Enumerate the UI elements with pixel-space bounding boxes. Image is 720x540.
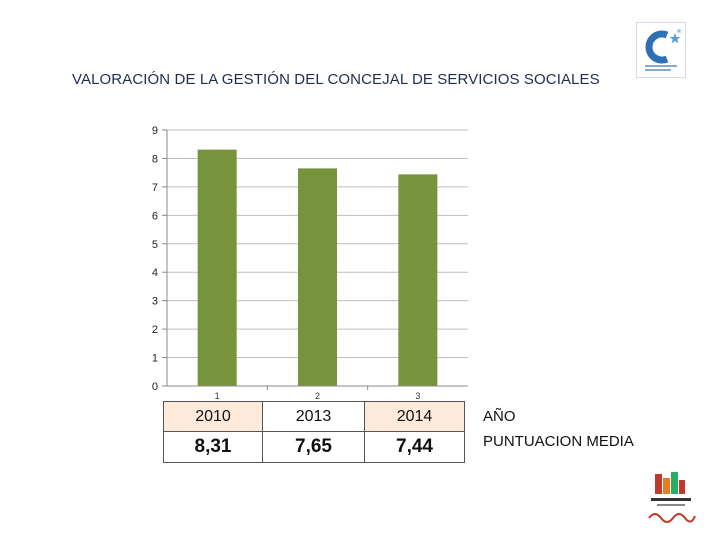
x-tick-label: 2 bbox=[315, 391, 320, 400]
bar bbox=[197, 149, 237, 386]
table-row-scores: 8,31 7,65 7,44 bbox=[163, 431, 465, 463]
score-cell: 7,44 bbox=[364, 431, 465, 463]
page-title: VALORACIÓN DE LA GESTIÓN DEL CONCEJAL DE… bbox=[72, 71, 600, 88]
y-tick-label: 4 bbox=[152, 267, 158, 279]
bar bbox=[298, 168, 337, 386]
y-tick-label: 3 bbox=[152, 296, 158, 308]
x-tick-label: 1 bbox=[215, 391, 220, 400]
chart-axes bbox=[166, 130, 468, 387]
x-axis-ticks: 1 2 3 bbox=[215, 386, 420, 400]
y-tick-label: 2 bbox=[152, 324, 158, 336]
year-row-label: AÑO bbox=[483, 408, 516, 425]
score-cell: 8,31 bbox=[163, 431, 263, 463]
year-cell: 2014 bbox=[364, 401, 465, 432]
y-tick-label: 7 bbox=[152, 182, 158, 194]
bar bbox=[398, 174, 438, 386]
year-cell: 2013 bbox=[262, 401, 365, 432]
y-tick-label: 5 bbox=[152, 239, 158, 251]
year-cell: 2010 bbox=[163, 401, 263, 432]
y-tick-label: 6 bbox=[152, 210, 158, 222]
table-row-years: 2010 2013 2014 bbox=[163, 401, 465, 432]
las-torres-logo-icon bbox=[643, 470, 699, 526]
x-tick-label: 3 bbox=[415, 391, 420, 400]
y-tick-label: 8 bbox=[152, 153, 158, 165]
y-tick-label: 1 bbox=[152, 353, 158, 365]
blue-c-logo-icon bbox=[636, 22, 686, 78]
score-cell: 7,65 bbox=[262, 431, 365, 463]
y-tick-label: 9 bbox=[152, 125, 158, 137]
chart-bars bbox=[197, 149, 438, 386]
y-axis-ticks: 0 1 2 3 4 5 6 7 8 9 bbox=[152, 125, 167, 393]
y-tick-label: 0 bbox=[152, 381, 158, 393]
data-table: 2010 2013 2014 8,31 7,65 7,44 bbox=[163, 401, 465, 463]
score-row-label: PUNTUACION MEDIA bbox=[483, 433, 634, 450]
bar-chart: 0 1 2 3 4 5 6 7 8 9 1 2 3 bbox=[152, 125, 468, 400]
